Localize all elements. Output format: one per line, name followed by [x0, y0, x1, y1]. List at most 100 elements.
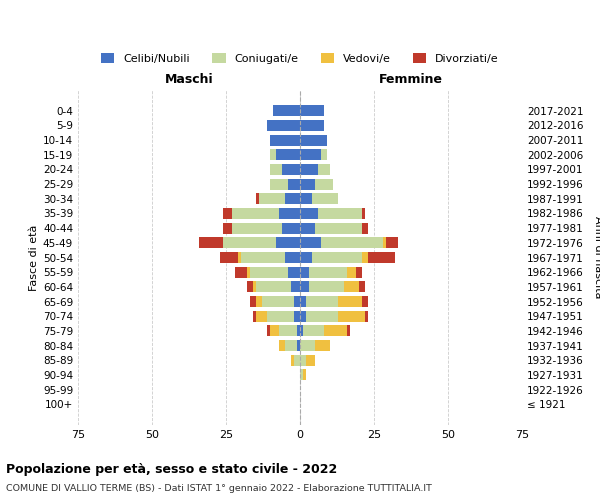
- Bar: [347, 266, 356, 278]
- Bar: [356, 266, 362, 278]
- Bar: [232, 222, 282, 234]
- Bar: [235, 266, 247, 278]
- Bar: [256, 282, 291, 292]
- Bar: [365, 310, 368, 322]
- Bar: [303, 370, 306, 380]
- Bar: [309, 282, 344, 292]
- Bar: [223, 208, 232, 219]
- Bar: [294, 296, 300, 307]
- Bar: [223, 238, 277, 248]
- Bar: [199, 238, 223, 248]
- Bar: [362, 222, 368, 234]
- Bar: [362, 208, 365, 219]
- Text: Maschi: Maschi: [164, 73, 214, 86]
- Bar: [347, 326, 350, 336]
- Bar: [238, 252, 241, 263]
- Bar: [306, 296, 338, 307]
- Bar: [321, 150, 326, 160]
- Bar: [241, 252, 285, 263]
- Bar: [344, 282, 359, 292]
- Bar: [247, 266, 250, 278]
- Text: Popolazione per età, sesso e stato civile - 2022: Popolazione per età, sesso e stato civil…: [6, 462, 337, 475]
- Bar: [300, 178, 315, 190]
- Bar: [268, 120, 300, 131]
- Bar: [285, 252, 300, 263]
- Bar: [282, 164, 300, 175]
- Bar: [277, 238, 300, 248]
- Bar: [253, 282, 256, 292]
- Bar: [285, 194, 300, 204]
- Bar: [256, 194, 259, 204]
- Bar: [362, 252, 368, 263]
- Bar: [262, 296, 294, 307]
- Legend: Celibi/Nubili, Coniugati/e, Vedovi/e, Divorziati/e: Celibi/Nubili, Coniugati/e, Vedovi/e, Di…: [97, 48, 503, 68]
- Bar: [300, 194, 312, 204]
- Text: Femmine: Femmine: [379, 73, 443, 86]
- Bar: [300, 340, 315, 351]
- Bar: [291, 354, 294, 366]
- Bar: [312, 194, 338, 204]
- Bar: [274, 105, 300, 116]
- Bar: [279, 326, 297, 336]
- Bar: [300, 354, 306, 366]
- Bar: [268, 310, 294, 322]
- Bar: [297, 326, 300, 336]
- Bar: [306, 354, 315, 366]
- Bar: [300, 164, 318, 175]
- Bar: [338, 296, 362, 307]
- Bar: [300, 120, 323, 131]
- Bar: [309, 266, 347, 278]
- Bar: [247, 282, 253, 292]
- Y-axis label: Fasce di età: Fasce di età: [29, 224, 39, 290]
- Bar: [300, 252, 312, 263]
- Bar: [285, 340, 297, 351]
- Bar: [220, 252, 238, 263]
- Bar: [259, 194, 285, 204]
- Bar: [294, 310, 300, 322]
- Bar: [291, 282, 300, 292]
- Bar: [321, 238, 383, 248]
- Bar: [303, 326, 323, 336]
- Bar: [288, 178, 300, 190]
- Bar: [318, 208, 362, 219]
- Bar: [315, 340, 329, 351]
- Bar: [277, 150, 300, 160]
- Bar: [368, 252, 395, 263]
- Bar: [300, 134, 326, 145]
- Bar: [359, 282, 365, 292]
- Bar: [294, 354, 300, 366]
- Bar: [256, 296, 262, 307]
- Bar: [300, 310, 306, 322]
- Bar: [268, 326, 271, 336]
- Bar: [250, 266, 288, 278]
- Y-axis label: Anni di nascita: Anni di nascita: [593, 216, 600, 298]
- Bar: [271, 178, 288, 190]
- Bar: [300, 238, 321, 248]
- Bar: [271, 134, 300, 145]
- Bar: [300, 326, 303, 336]
- Bar: [271, 164, 282, 175]
- Bar: [315, 178, 332, 190]
- Bar: [223, 222, 232, 234]
- Bar: [256, 310, 268, 322]
- Bar: [297, 340, 300, 351]
- Bar: [300, 296, 306, 307]
- Bar: [300, 150, 321, 160]
- Bar: [282, 222, 300, 234]
- Bar: [300, 222, 315, 234]
- Bar: [315, 222, 362, 234]
- Bar: [232, 208, 279, 219]
- Bar: [279, 340, 285, 351]
- Bar: [271, 150, 277, 160]
- Bar: [323, 326, 347, 336]
- Bar: [338, 310, 365, 322]
- Bar: [300, 266, 309, 278]
- Bar: [279, 208, 300, 219]
- Bar: [288, 266, 300, 278]
- Bar: [271, 326, 279, 336]
- Bar: [318, 164, 329, 175]
- Bar: [300, 282, 309, 292]
- Bar: [312, 252, 362, 263]
- Bar: [300, 105, 323, 116]
- Bar: [383, 238, 386, 248]
